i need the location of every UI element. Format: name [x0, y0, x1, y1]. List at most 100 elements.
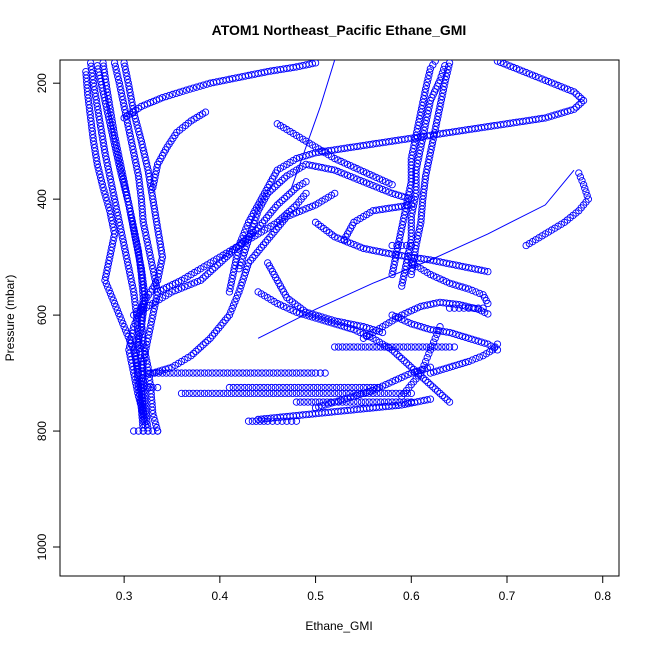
- data-point: [94, 164, 102, 172]
- data-point: [146, 251, 154, 260]
- data-point: [243, 262, 252, 270]
- data-point: [153, 164, 161, 172]
- data-point: [253, 248, 261, 257]
- data-point: [143, 337, 152, 346]
- data-point: [396, 234, 404, 242]
- data-point: [458, 283, 466, 291]
- data-point: [414, 121, 422, 130]
- data-point: [390, 260, 398, 269]
- data-point: [363, 383, 371, 392]
- data-point: [567, 86, 575, 95]
- data-point: [422, 343, 431, 351]
- data-point: [104, 283, 112, 291]
- lines-layer: [257, 60, 575, 339]
- data-point: [295, 153, 304, 162]
- data-point: [172, 89, 180, 98]
- data-point: [331, 189, 339, 197]
- data-point: [544, 77, 553, 86]
- data-point: [302, 205, 310, 213]
- data-point: [100, 187, 108, 195]
- data-point: [493, 60, 502, 65]
- data-point: [380, 343, 389, 351]
- data-point: [249, 223, 257, 231]
- data-point: [114, 76, 123, 84]
- data-point: [108, 240, 117, 248]
- data-point: [267, 383, 276, 392]
- data-point: [237, 281, 245, 290]
- data-point: [121, 326, 130, 334]
- data-point: [313, 383, 322, 392]
- data-point: [112, 303, 120, 311]
- data-point: [219, 319, 227, 327]
- data-point: [400, 272, 408, 280]
- data-point: [424, 378, 432, 387]
- data-point: [112, 205, 121, 213]
- data-point: [256, 417, 264, 425]
- data-point: [273, 369, 281, 377]
- data-point: [440, 82, 448, 91]
- data-point: [228, 248, 236, 256]
- data-point: [578, 177, 586, 185]
- data-point: [509, 63, 518, 72]
- data-point: [280, 174, 289, 182]
- data-point: [149, 180, 158, 188]
- data-point: [324, 400, 332, 408]
- data-point: [147, 321, 155, 329]
- data-point: [149, 183, 157, 192]
- data-point: [458, 359, 466, 368]
- data-point: [168, 288, 176, 296]
- data-point: [410, 368, 419, 376]
- data-series: [522, 169, 593, 250]
- data-point: [232, 255, 240, 263]
- data-point: [283, 212, 291, 221]
- data-point: [108, 220, 117, 228]
- data-point: [272, 225, 280, 234]
- data-point: [128, 329, 136, 337]
- x-tick-label: 0.3: [116, 589, 133, 603]
- data-point: [120, 102, 128, 111]
- data-point: [109, 223, 117, 231]
- data-point: [449, 280, 457, 288]
- data-point: [225, 311, 234, 319]
- data-point: [406, 242, 414, 251]
- data-point: [102, 155, 111, 164]
- data-point: [134, 392, 143, 400]
- data-point: [177, 389, 186, 398]
- x-tick-label: 0.5: [307, 589, 324, 603]
- data-point: [336, 383, 345, 392]
- data-point: [156, 263, 165, 271]
- data-point: [128, 332, 136, 341]
- data-point: [206, 267, 214, 276]
- data-point: [432, 119, 441, 127]
- data-point: [426, 149, 435, 157]
- data-point: [152, 420, 160, 428]
- data-point: [179, 87, 187, 95]
- data-point: [455, 304, 463, 312]
- data-point: [143, 235, 151, 243]
- data-point: [144, 383, 152, 392]
- data-point: [415, 228, 423, 236]
- data-point: [121, 62, 129, 70]
- data-point: [249, 254, 257, 262]
- data-point: [366, 383, 375, 392]
- data-point: [424, 162, 432, 170]
- data-point: [455, 331, 463, 340]
- data-point: [250, 369, 258, 377]
- x-axis-label: Ethane_GMI: [305, 619, 372, 633]
- data-point: [266, 187, 274, 195]
- data-point: [189, 389, 197, 398]
- data-point: [415, 115, 424, 123]
- data-point: [105, 203, 113, 212]
- data-point: [110, 60, 119, 67]
- data-point: [201, 272, 210, 280]
- data-point: [258, 219, 267, 227]
- data-point: [426, 381, 435, 389]
- data-point: [418, 136, 426, 144]
- data-point: [228, 275, 236, 283]
- data-point: [581, 184, 589, 192]
- data-point: [399, 275, 407, 284]
- data-point: [393, 350, 401, 358]
- data-point: [372, 183, 380, 191]
- data-point: [255, 246, 263, 254]
- data-point: [421, 88, 429, 96]
